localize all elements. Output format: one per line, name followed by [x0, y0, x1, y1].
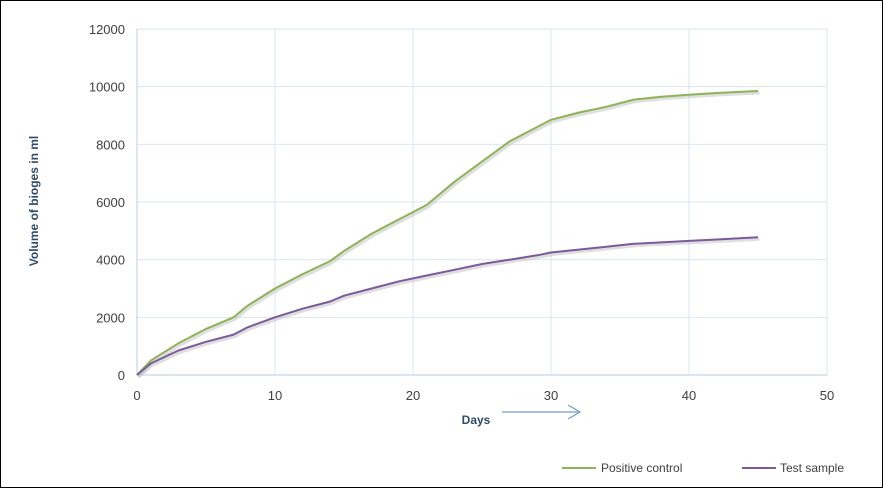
y-tick-label: 0: [118, 368, 125, 383]
legend-label-positive-control: Positive control: [601, 461, 682, 475]
x-tick-label: 30: [544, 388, 558, 403]
x-tick-label: 50: [820, 388, 834, 403]
y-tick-label: 2000: [96, 310, 125, 325]
x-tick-label: 10: [268, 388, 282, 403]
legend-item-test-sample: Test sample: [742, 461, 844, 475]
series-line-positive-control: [136, 90, 759, 376]
y-tick-label: 12000: [89, 22, 125, 37]
x-tick-label: 20: [406, 388, 420, 403]
tick-labels: 0 2000 4000 6000 8000 10000 12000 0 10 20 30 40 50: [89, 22, 834, 403]
legend: Positive control Test sample: [562, 461, 844, 475]
y-tick-label: 8000: [96, 137, 125, 152]
series-shadow-positive-control: [137, 91, 760, 379]
x-tick-label: 40: [682, 388, 696, 403]
series-lines: [136, 90, 760, 379]
series-line-test-sample: [136, 236, 759, 376]
y-tick-label: 4000: [96, 253, 125, 268]
series-shadow-test-sample: [137, 237, 760, 379]
y-tick-label: 6000: [96, 195, 125, 210]
axes: [136, 29, 827, 376]
legend-item-positive-control: Positive control: [562, 461, 682, 475]
y-axis-title: Volume of bioges in ml: [27, 136, 41, 266]
x-tick-label: 0: [133, 388, 140, 403]
legend-label-test-sample: Test sample: [780, 461, 844, 475]
x-axis-title: Days: [462, 413, 491, 427]
x-axis-arrow: [502, 404, 581, 420]
grid-lines: [137, 28, 828, 375]
y-tick-label: 10000: [89, 80, 125, 95]
